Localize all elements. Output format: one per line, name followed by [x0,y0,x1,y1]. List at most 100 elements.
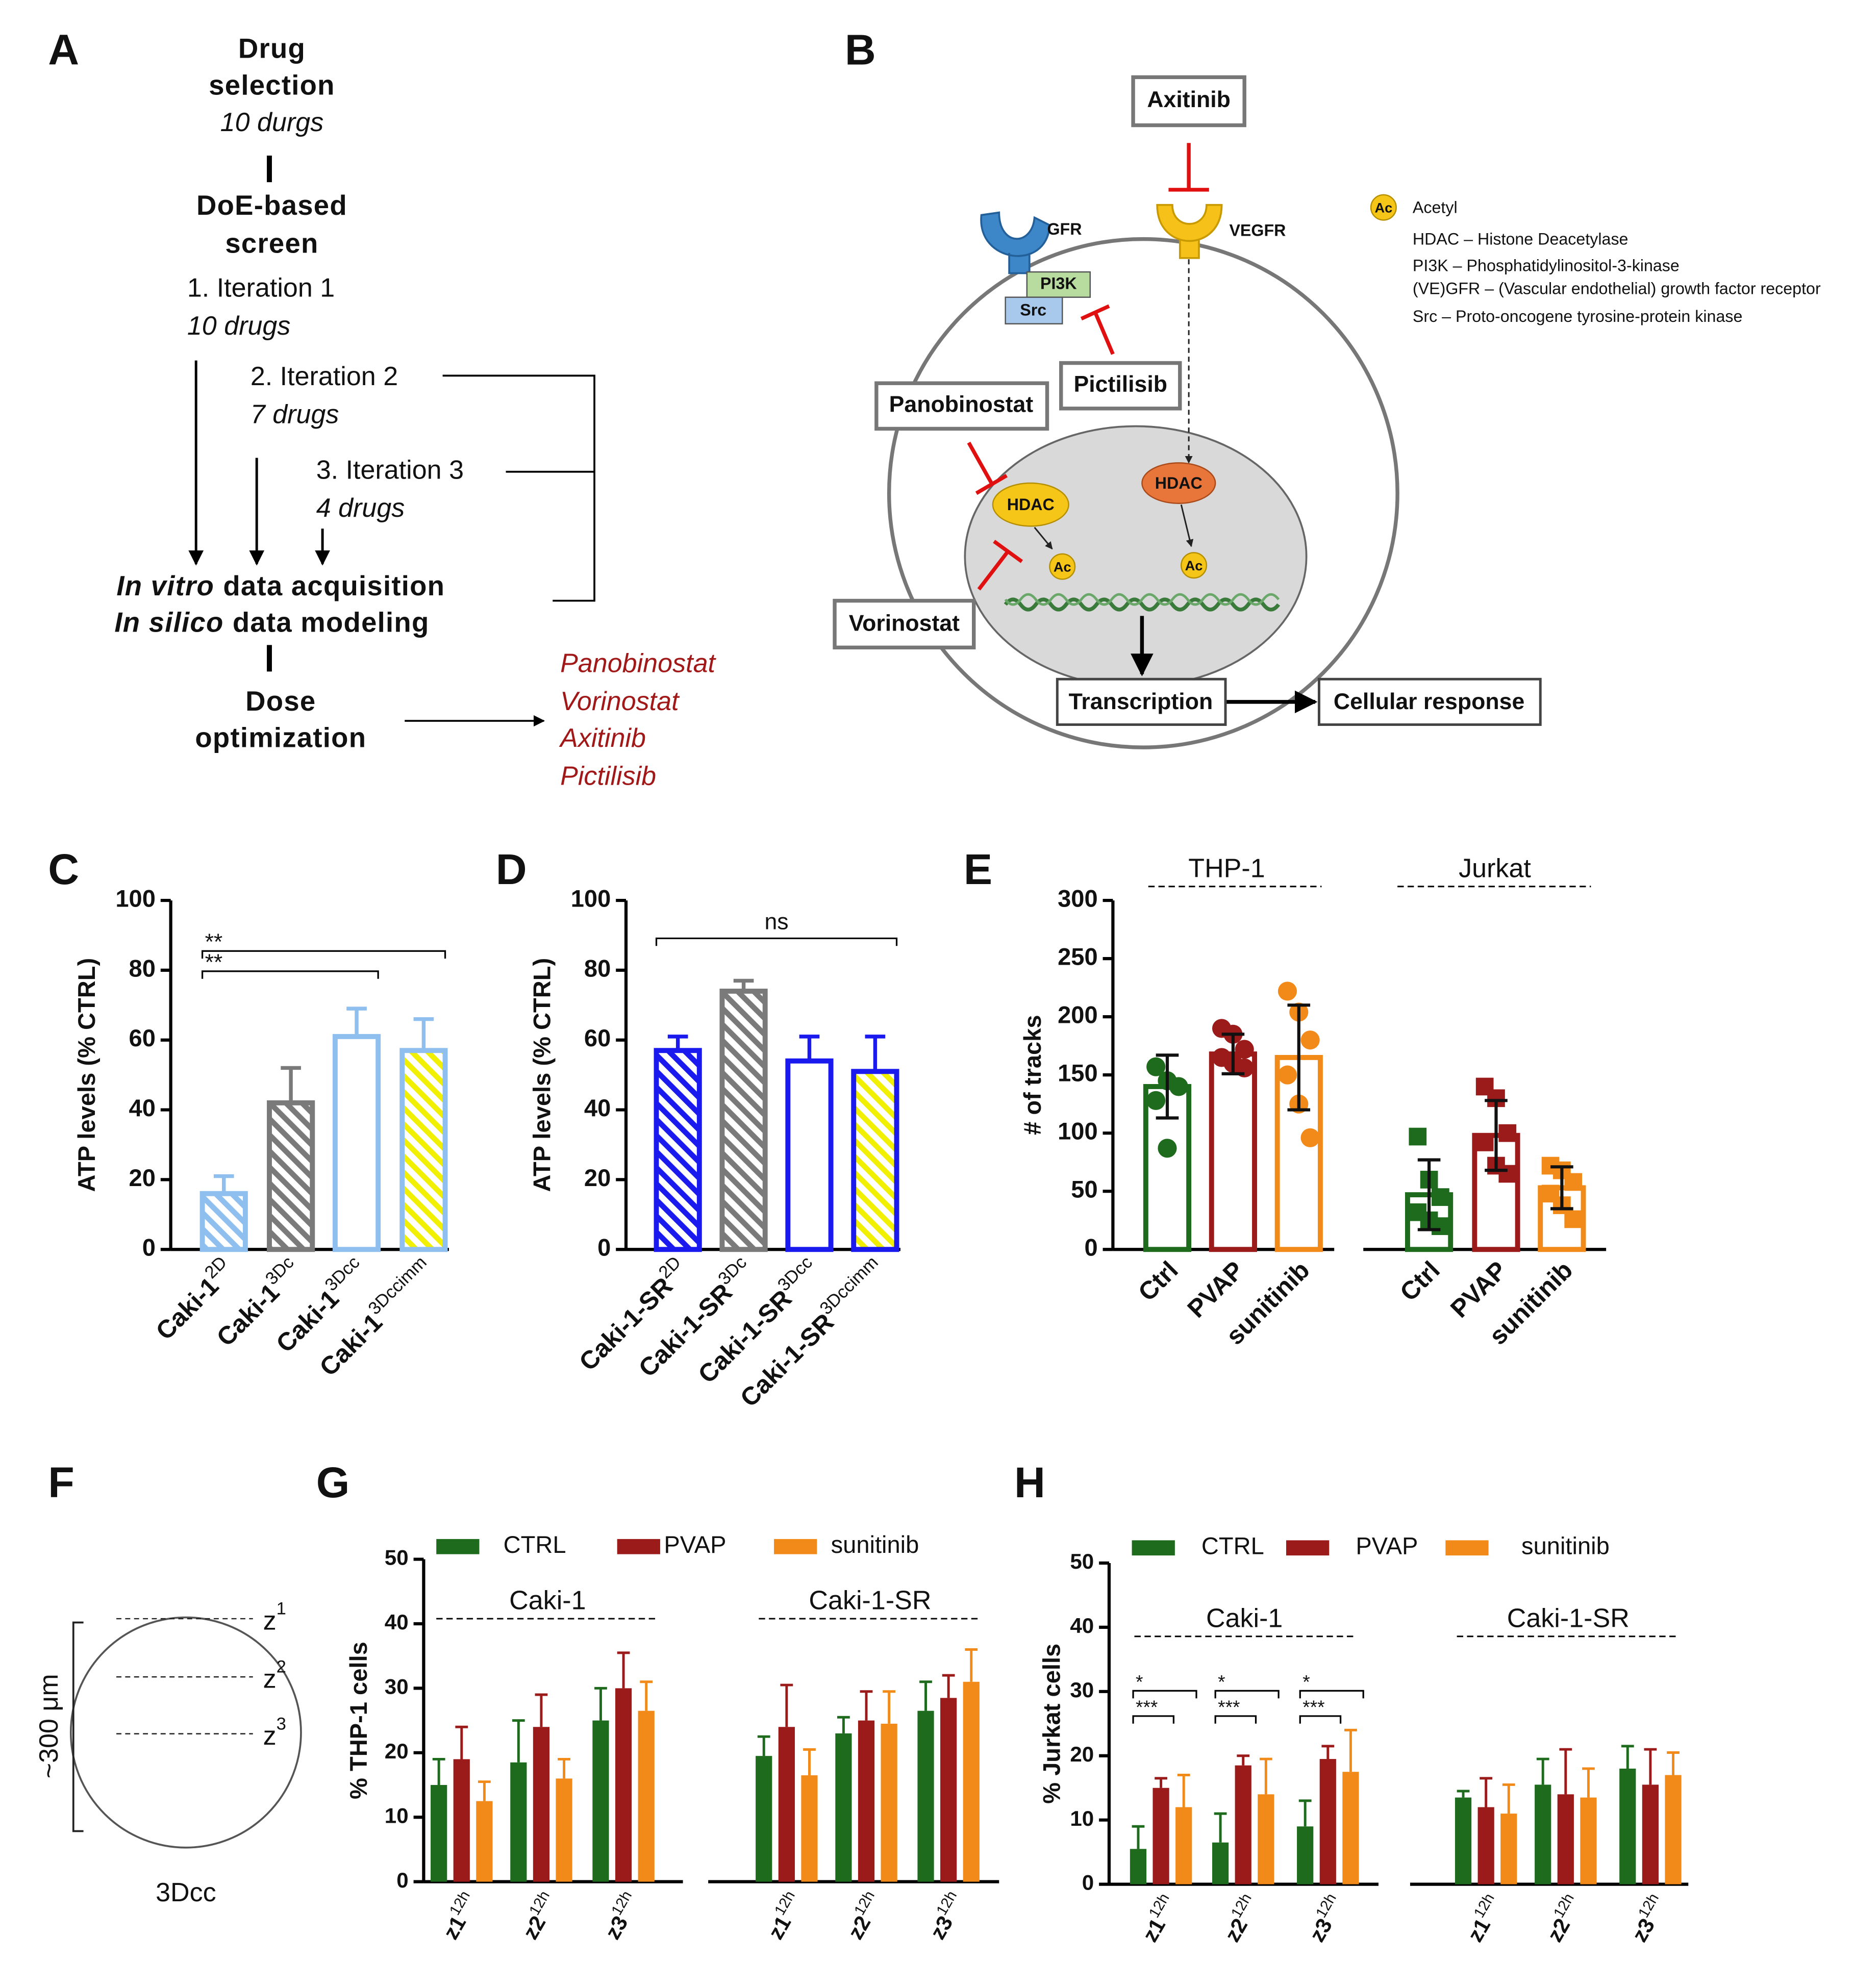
legend-label: CTRL [504,1531,566,1558]
acetyl-label: Ac [1185,558,1203,573]
plane-superscript: 2 [277,1657,286,1677]
bar [332,1034,381,1252]
y-tick-label: 40 [385,1610,409,1634]
significance-line [1299,1715,1342,1724]
panel-label: H [1014,1458,1045,1506]
point [1409,1127,1427,1146]
group-label: Jurkat [1459,853,1531,883]
plane-name: z [263,1606,277,1635]
point [1475,1134,1494,1151]
x-tick-label: Ctrl [1394,1255,1445,1306]
y-axis-label: % Jurkat cells [1038,1644,1065,1804]
drug: Axitinib [1147,87,1231,112]
output: Cellular response [1334,689,1524,714]
panel-f: F z1 z2 z3 ~300 μm 3Dcc [34,1458,302,1907]
point [1498,1165,1517,1183]
legend-swatch [774,1539,817,1554]
legend-swatch [1445,1540,1489,1556]
x-tick-label: z112h [435,1888,483,1944]
inhibition [1168,143,1209,192]
legend-label: sunitinib [831,1531,919,1558]
iteration: 3. Iteration 3 [316,455,464,485]
drug: Pictilisib [1074,372,1167,397]
significance-label: *** [1218,1696,1240,1718]
point [1277,982,1297,1001]
category-name: z3 [1627,1915,1660,1946]
y-tick-label: 10 [1070,1806,1094,1830]
y-tick-label: 30 [385,1675,409,1699]
flow-italic: In silico [114,607,223,638]
gfr-receptor [980,211,1051,274]
output-box [1317,677,1542,726]
bar [851,1069,899,1252]
drug: Panobinostat [889,392,1034,417]
category-name: Ctrl [1133,1255,1184,1306]
selected-drug: Panobinostat [560,649,716,678]
y-tick-label: 150 [1058,1060,1098,1087]
point [1564,1210,1583,1228]
legend-entry: PI3K – Phosphatidylinositol-3-kinase [1413,257,1680,275]
flow-text: data modeling [233,607,430,638]
x-tick-label: z112h [760,1888,808,1944]
drug-box [1059,361,1182,411]
legend-entry: (VE)GFR – (Vascular endothelial) growth … [1413,279,1821,297]
y-axis-label: # of tracks [1019,1015,1046,1135]
bar [476,1801,493,1882]
y-tick-label: 60 [584,1024,611,1051]
significance-line [1132,1690,1197,1699]
y-tick-label: 50 [1070,1549,1094,1573]
y-tick-label: 300 [1058,885,1098,912]
kinase: PI3K [1040,274,1077,292]
drug-box [833,598,976,650]
x-tick-label: z112h [1134,1891,1182,1946]
point [1146,1091,1166,1110]
flow-step: Drug [238,33,306,64]
y-tick-label: 100 [115,885,156,912]
bar [1642,1784,1659,1884]
significance-label: ** [205,929,223,954]
x-tick-label: z312h [597,1888,645,1944]
hdac [1141,462,1216,504]
bar [1580,1797,1597,1884]
category-name: z1 [1138,1915,1170,1946]
category-superscript: 3Dccimm [365,1253,431,1319]
panel-label: E [964,845,992,893]
bar [638,1710,655,1882]
significance-line [1214,1715,1257,1724]
dna [1004,597,1281,612]
category-name: z2 [1220,1915,1252,1946]
bar [1500,1814,1517,1884]
panel-a: A Drug selection 10 durgs DoE-based scre… [48,26,716,791]
legend-swatch [1286,1540,1330,1556]
group-label: Caki-1 [1206,1603,1283,1633]
caption: 3Dcc [156,1878,216,1907]
y-tick-label: 250 [1058,943,1098,970]
flow-step: selection [209,70,335,101]
kinase-box [1026,271,1091,298]
significance-label: * [1136,1671,1143,1692]
flow-note: 10 durgs [220,108,324,137]
drug: Vorinostat [849,611,960,636]
category-name: Caki-1 [151,1272,224,1346]
bar [1665,1775,1682,1884]
bar [881,1723,897,1882]
panel-label: F [48,1458,74,1506]
legend-swatch [1132,1540,1175,1556]
legend-symbol-label: Ac [1374,199,1392,215]
x-tick-label: z212h [515,1888,563,1944]
x-tick-label: z212h [1539,1891,1587,1946]
category-name: z3 [600,1912,633,1944]
bar [615,1688,632,1882]
category-name: z3 [925,1912,958,1944]
kinase-box [1005,296,1063,324]
y-tick-label: 0 [1082,1871,1094,1895]
output: Transcription [1069,689,1213,714]
significance-label: * [1218,1671,1225,1692]
selected-drug: Vorinostat [560,687,680,716]
acetyl-label: Ac [1054,559,1071,574]
category-name: z1 [764,1912,796,1944]
bar [778,1727,795,1882]
plane-label: z1 [263,1599,286,1635]
inhibition [977,540,1023,591]
